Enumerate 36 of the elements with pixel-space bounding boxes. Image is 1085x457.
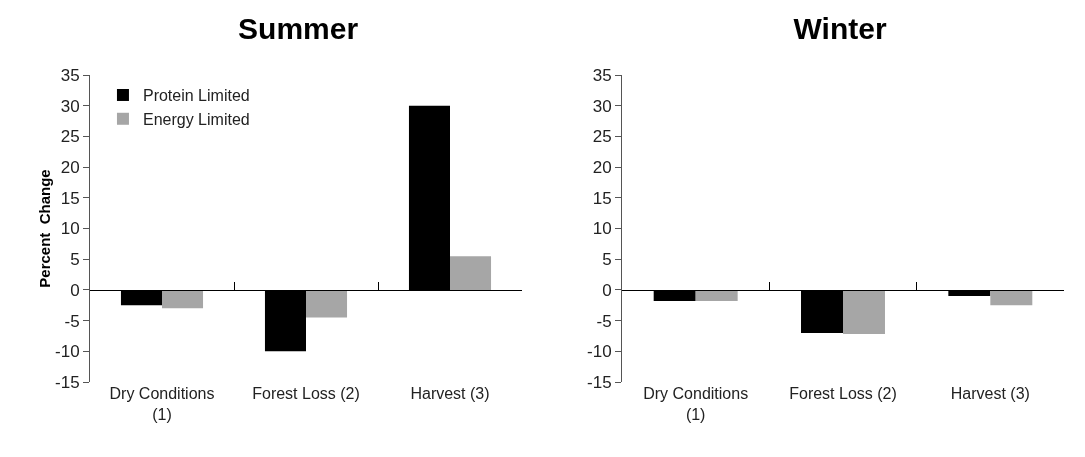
y-tick-label: 15	[592, 188, 612, 208]
x-tick-label: Forest Loss (2)	[789, 385, 897, 402]
y-tick-label: 25	[592, 127, 612, 147]
y-tick-label: -15	[587, 372, 612, 392]
y-axis-title: Percent Change	[36, 169, 53, 288]
y-tick-label: -15	[55, 372, 80, 392]
y-tick-label: 0	[70, 280, 80, 300]
y-tick-label: 10	[592, 219, 612, 239]
y-tick-label: 5	[602, 250, 612, 270]
legend-label: Protein Limited	[142, 87, 250, 105]
x-tick-label: Harvest (3)	[950, 385, 1030, 402]
y-tick-label: -5	[596, 311, 612, 331]
y-tick-label: 30	[592, 96, 612, 116]
x-tick-label: Forest Loss (2)	[252, 385, 360, 402]
x-tick-label: Harvest (3)	[410, 385, 490, 402]
bar	[450, 256, 492, 290]
y-tick-label: -10	[55, 342, 80, 362]
bar	[162, 289, 204, 309]
y-tick-label: 35	[592, 65, 612, 85]
y-tick-label: -10	[587, 342, 612, 362]
chart-title: Summer	[238, 12, 359, 46]
y-tick-label: 10	[60, 219, 80, 239]
y-tick-label: 25	[60, 127, 80, 147]
y-tick-label: 20	[592, 158, 612, 178]
y-tick-label: 35	[60, 65, 80, 85]
y-tick-label: 20	[60, 158, 80, 178]
x-tick-label: Dry Conditions (1)	[643, 385, 749, 423]
chart-title: Winter	[793, 12, 887, 46]
bar	[306, 289, 348, 318]
y-tick-label: 15	[60, 188, 80, 208]
y-tick-label: 0	[602, 280, 612, 300]
y-tick-label: -5	[64, 311, 80, 331]
legend-label: Energy Limited	[142, 111, 250, 129]
x-tick-label: Dry Conditions (1)	[109, 385, 215, 423]
y-tick-label: 30	[60, 96, 80, 116]
y-tick-label: 5	[70, 250, 80, 270]
